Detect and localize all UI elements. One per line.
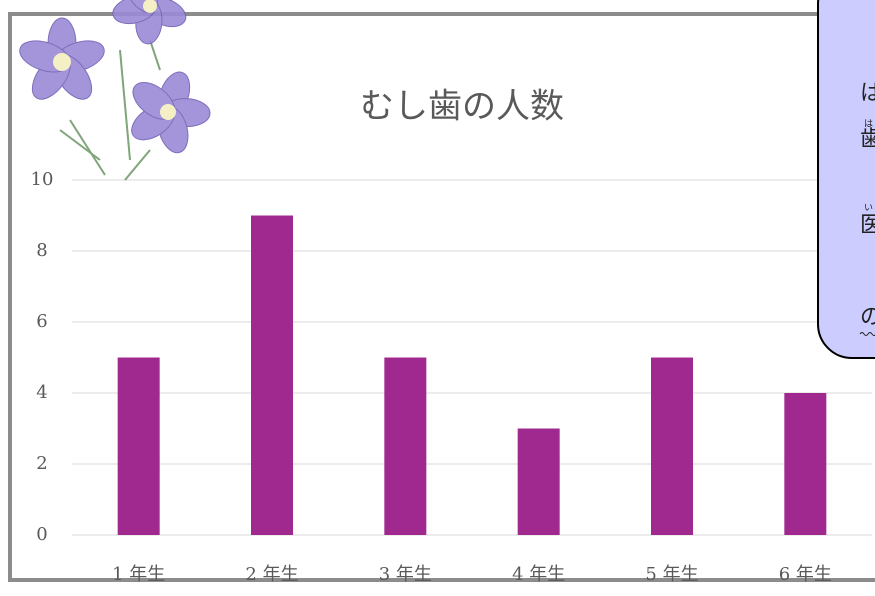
y-tick-label: 10: [31, 169, 54, 190]
bar: [518, 429, 560, 536]
chart-title: むし歯の人数: [360, 87, 564, 127]
y-tick-label: 0: [36, 524, 47, 545]
callout-text: 歯: [860, 127, 875, 152]
x-tick-label: 3 年生: [379, 564, 432, 585]
y-tick-label: 6: [36, 311, 47, 332]
x-tick-label: 6 年生: [779, 564, 832, 585]
callout-text: は: [860, 81, 875, 106]
bar: [651, 358, 693, 536]
x-tick-label: 5 年生: [645, 564, 698, 585]
callout: は は 歯 い 医 の: [818, 0, 875, 358]
y-tick-label: 2: [36, 453, 47, 474]
y-tick-label: 8: [36, 240, 47, 261]
bar: [118, 358, 160, 536]
bar: [251, 216, 293, 536]
callout-ruby: い: [864, 204, 873, 214]
x-tick-label: 4 年生: [512, 564, 565, 585]
y-tick-label: 4: [36, 382, 47, 403]
callout-text: の: [860, 305, 875, 330]
callout-text: 医: [860, 213, 875, 238]
page: 0 2 4 6 8 10 1 年生 2 年生 3 年生 4 年生 5 年生 6 年生: [0, 0, 875, 596]
x-tick-label: 1 年生: [112, 564, 165, 585]
x-tick-label: 2 年生: [245, 564, 298, 585]
bar: [784, 393, 826, 535]
chart: 0 2 4 6 8 10 1 年生 2 年生 3 年生 4 年生 5 年生 6 年生: [0, 0, 875, 596]
bar: [384, 358, 426, 536]
